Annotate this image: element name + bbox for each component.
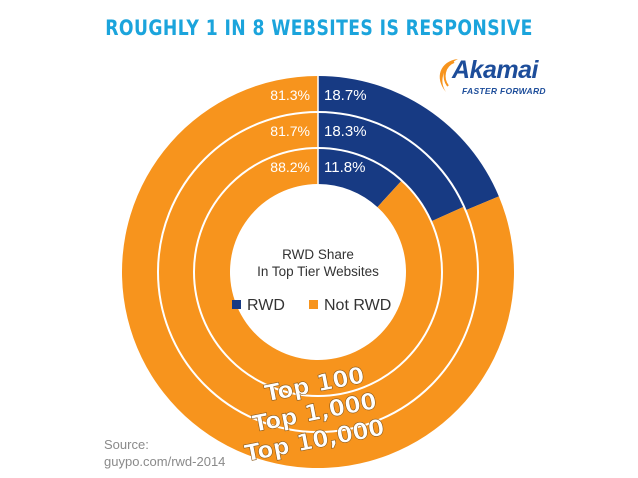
logo-swoosh-icon [439,59,458,92]
ring-segments [122,76,515,469]
ring-segment-top-1-000-rwd [318,112,465,222]
chart-title: ROUGHLY 1 IN 8 WEBSITES IS RESPONSIVE [105,16,533,40]
value-label-top-100-rwd: 11.8% [324,159,365,176]
legend-label-rwd: RWD [247,297,285,314]
center-panel: RWD Share In Top Tier Websites RWD Not R… [232,247,391,314]
ring-segment-top-100-rwd [318,148,402,208]
value-label-top-1-000-rwd: 18.3% [324,123,367,140]
source-url: guypo.com/rwd-2014 [104,454,226,469]
legend-swatch-not-rwd [309,300,318,309]
value-label-top-10-000-not-rwd: 81.3% [270,87,310,103]
ring-value-labels: 11.8% 88.2% 18.3% 81.7% 18.7% 81.3% [270,87,366,176]
legend: RWD Not RWD [232,297,391,314]
center-title-line1: RWD Share [282,247,354,262]
akamai-logo: Akamai FASTER FORWARD [432,56,552,106]
logo-tagline: FASTER FORWARD [462,86,546,96]
center-title-line2: In Top Tier Websites [257,264,379,279]
ring-segment-top-10-000-rwd [318,76,499,211]
ring-separators [157,76,479,433]
value-label-top-10-000-rwd: 18.7% [324,87,367,104]
source-label: Source: [104,437,149,452]
source-note: Source: guypo.com/rwd-2014 [104,436,225,470]
legend-label-not-rwd: Not RWD [324,297,391,314]
legend-swatch-rwd [232,300,241,309]
logo-wordmark: Akamai [452,56,538,84]
value-label-top-100-not-rwd: 88.2% [270,159,310,175]
value-label-top-1-000-not-rwd: 81.7% [270,123,310,139]
